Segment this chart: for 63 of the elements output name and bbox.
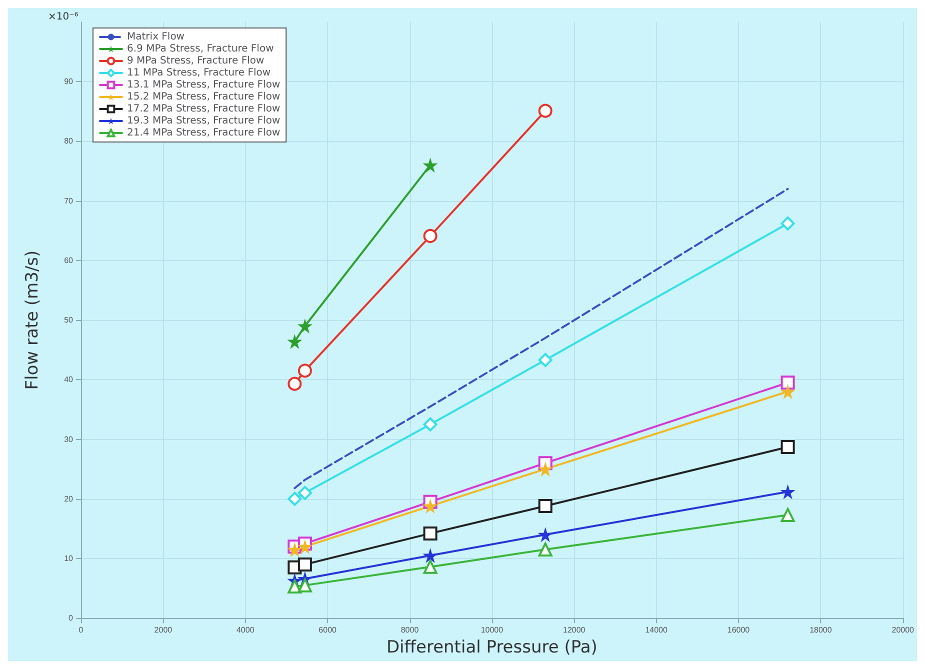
y-tick-label: 40 — [64, 375, 74, 384]
legend-label: 13.1 MPa Stress, Fracture Flow — [127, 80, 280, 90]
y-tick-label: 80 — [64, 136, 74, 146]
point — [780, 484, 796, 500]
y-tick-label: 90 — [64, 77, 74, 86]
legend-label: 11 MPa Stress, Fracture Flow — [127, 68, 271, 78]
x-tick-label: 2000 — [154, 626, 173, 635]
legend-label: 17.2 MPa Stress, Fracture Flow — [127, 104, 280, 114]
legend-label: 19.3 MPa Stress, Fracture Flow — [127, 116, 280, 126]
point — [423, 526, 438, 540]
x-tick-label: 10000 — [480, 626, 504, 635]
x-tick-label: 16000 — [727, 626, 750, 635]
point — [780, 384, 796, 400]
point — [288, 492, 302, 506]
legend-label: Matrix Flow — [127, 32, 184, 42]
point — [297, 318, 312, 334]
point — [298, 578, 312, 592]
point — [538, 104, 552, 118]
x-tick-label: 20000 — [892, 626, 915, 635]
y-tick-label: 10 — [64, 554, 74, 563]
legend-label: 21.4 MPa Stress, Fracture Flow — [127, 128, 280, 138]
x-tick-label: 0 — [78, 626, 84, 635]
line-series — [294, 188, 789, 490]
point — [288, 376, 302, 391]
x-tick-label: 18000 — [810, 626, 832, 635]
point — [538, 499, 552, 514]
text: ×10⁻⁶ — [48, 12, 78, 22]
point — [423, 417, 438, 432]
x-tick-label: 12000 — [563, 626, 586, 635]
point — [298, 557, 312, 572]
y-tick-label: 0 — [68, 614, 74, 623]
y-axis-title: Flow rate (m3/s) — [22, 250, 42, 390]
point — [298, 486, 312, 500]
y-tick-label: 60 — [64, 256, 74, 265]
point — [780, 508, 795, 522]
point — [780, 216, 795, 230]
x-tick-label: 6000 — [318, 626, 338, 635]
point — [538, 352, 552, 367]
y-tick-label: 50 — [64, 316, 74, 325]
y-tick-label: 30 — [64, 434, 74, 444]
legend-label: 15.2 MPa Stress, Fracture Flow — [127, 92, 280, 102]
x-tick-label: 14000 — [645, 626, 668, 635]
legend-label: 9 MPa Stress, Fracture Flow — [127, 56, 264, 66]
y-tick-label: 20 — [64, 494, 74, 504]
x-axis-title: Differential Pressure (Pa) — [386, 638, 598, 658]
x-tick-label: 4000 — [236, 626, 255, 635]
point — [780, 376, 795, 390]
point — [422, 158, 438, 173]
point — [423, 560, 438, 574]
point — [298, 364, 312, 378]
point — [423, 229, 438, 243]
point — [538, 527, 553, 542]
y-tick-label: 70 — [64, 196, 74, 206]
point — [538, 462, 553, 477]
legend-label: 6.9 MPa Stress, Fracture Flow — [127, 44, 274, 54]
point — [288, 580, 302, 594]
point — [780, 440, 795, 454]
point — [422, 498, 438, 514]
point — [297, 539, 312, 554]
x-tick-label: 8000 — [400, 626, 420, 635]
point — [287, 542, 302, 558]
point — [287, 334, 302, 350]
point — [538, 542, 552, 557]
